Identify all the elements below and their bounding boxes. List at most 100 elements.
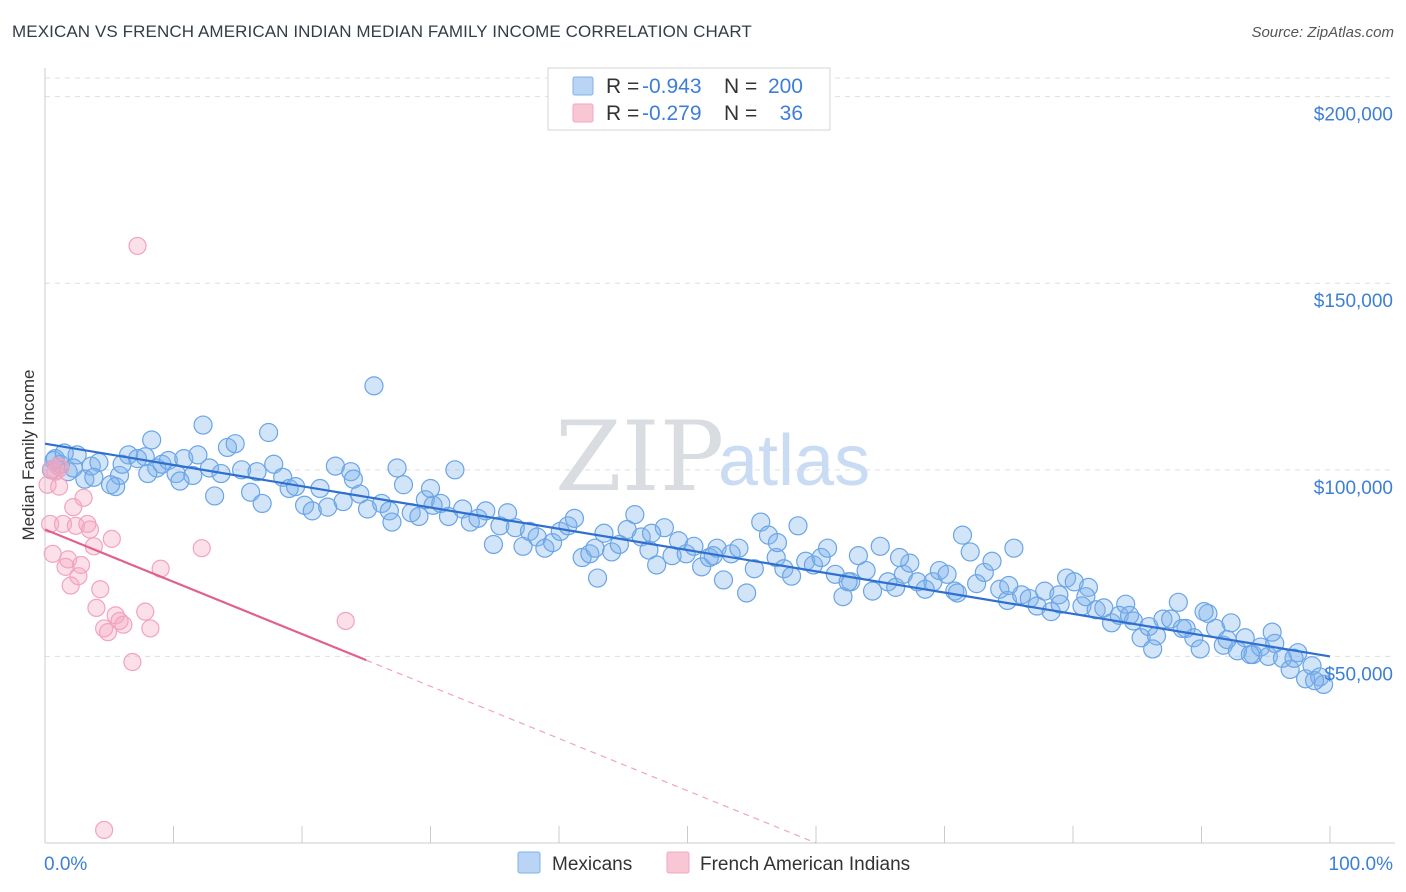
mexicans-point: [63, 458, 83, 478]
mexicans-point: [302, 501, 322, 521]
mexicans-point: [937, 564, 957, 584]
mexicans-point: [713, 570, 734, 590]
french-point: [56, 557, 75, 576]
legend-n-label-1: N =: [724, 75, 757, 98]
y-tick-label-0: $50,000: [1324, 664, 1393, 685]
mexicans-point: [343, 469, 363, 489]
french-point: [141, 619, 160, 638]
x-tick-label-right: 100.0%: [1329, 854, 1394, 875]
legend-r-label-1: R =: [606, 75, 639, 98]
mexicans-point: [729, 538, 749, 558]
french-point: [64, 498, 83, 517]
french-point: [98, 623, 118, 642]
mexicans-point: [1064, 572, 1084, 592]
mexicans-point: [967, 574, 987, 594]
axes: [44, 68, 1395, 844]
mexicans-point: [1280, 659, 1300, 680]
french-point: [43, 544, 62, 563]
y-tick-label-2: $150,000: [1314, 291, 1393, 312]
legend-bottom-swatch-mexicans: [517, 851, 541, 874]
mexicans-point: [639, 540, 659, 560]
mexicans-point: [409, 506, 429, 527]
french-point: [74, 488, 93, 507]
mexicans-point: [225, 434, 245, 454]
legend-bottom-label-french: French American Indians: [700, 854, 910, 875]
mexicans-point: [848, 546, 869, 566]
mexicans-point: [564, 508, 585, 528]
mexicans-point: [333, 491, 353, 512]
legend-r-value-2: -0.279: [642, 102, 702, 125]
y-tick-labels: $50,000 $100,000 $150,000 $200,000: [1314, 105, 1393, 686]
legend-bottom-swatch-french: [666, 851, 690, 874]
mexicans-trend-line: [44, 442, 1331, 658]
french-point: [42, 460, 61, 479]
mexicans-point: [258, 422, 279, 443]
mexicans-point: [1190, 639, 1210, 659]
french-american-indians-points: [38, 236, 355, 840]
french-trend-extension: [366, 659, 817, 844]
legend-swatch-mexicans: [572, 76, 594, 96]
mexicans-point: [379, 501, 399, 521]
legend-swatch-french: [572, 103, 594, 123]
mexicans-point: [1240, 644, 1260, 665]
french-point: [136, 602, 155, 621]
mexicans-point: [188, 445, 208, 465]
y-tick-label-3: $200,000: [1314, 105, 1393, 126]
mexicans-point: [1172, 618, 1192, 639]
legend-r-label-2: R =: [606, 102, 639, 125]
mexicans-point: [264, 454, 284, 474]
french-point: [95, 820, 114, 840]
french-trend-line: [44, 528, 367, 662]
mexicans-point: [982, 551, 1002, 571]
mexicans-point: [193, 415, 213, 435]
mexicans-point: [445, 460, 465, 480]
legend-bottom-label-mexicans: Mexicans: [552, 854, 632, 875]
mexicans-point: [241, 482, 261, 502]
mexicans-point: [960, 542, 980, 562]
trend-lines: [44, 442, 1331, 844]
mexicans-point: [393, 475, 414, 495]
french-point: [91, 580, 110, 599]
legend-n-value-2: 36: [780, 102, 803, 125]
mexicans-point: [1035, 581, 1055, 601]
mexicans-point: [1050, 594, 1070, 614]
mexicans-point: [1119, 605, 1140, 625]
mexicans-point: [862, 581, 883, 601]
watermark-zip: ZIP: [555, 401, 724, 513]
x-tick-label-left: 0.0%: [44, 854, 87, 875]
mexicans-point: [1094, 598, 1114, 618]
mexicans-point: [357, 499, 378, 519]
french-point: [123, 652, 142, 672]
mexicans-point: [766, 547, 786, 568]
mexicans-point: [420, 478, 441, 499]
legend-top-box: [547, 67, 831, 131]
legend-r-value-1: -0.943: [642, 75, 702, 98]
mexicans-point: [1168, 592, 1188, 612]
mexicans-point: [737, 583, 757, 603]
mexicans-point: [1131, 628, 1151, 648]
mexicans-point: [788, 516, 808, 536]
french-point: [114, 615, 133, 634]
y-tick-label-1: $100,000: [1314, 478, 1393, 499]
mexicans-point: [84, 467, 104, 487]
mexicans-point: [781, 566, 802, 586]
french-point: [128, 236, 147, 256]
mexicans-point: [580, 544, 600, 564]
legend-top: R = -0.943 N = 200 R = -0.279 N = 36: [547, 67, 831, 131]
mexicans-point: [170, 471, 190, 491]
mexicans-point: [382, 512, 402, 532]
mexicans-point: [483, 534, 504, 555]
mexicans-point: [587, 568, 608, 588]
mexicans-point: [498, 503, 518, 523]
mexicans-point: [641, 523, 662, 543]
mexicans-point: [625, 505, 645, 525]
french-point: [61, 576, 80, 595]
french-point: [71, 555, 91, 575]
mexicans-point: [870, 536, 890, 556]
mexicans-point: [1262, 622, 1282, 642]
mexicans-point: [138, 463, 158, 484]
mexicans-point: [542, 532, 563, 553]
french-point: [336, 611, 355, 631]
y-axis-label: Median Family Income: [19, 369, 38, 540]
